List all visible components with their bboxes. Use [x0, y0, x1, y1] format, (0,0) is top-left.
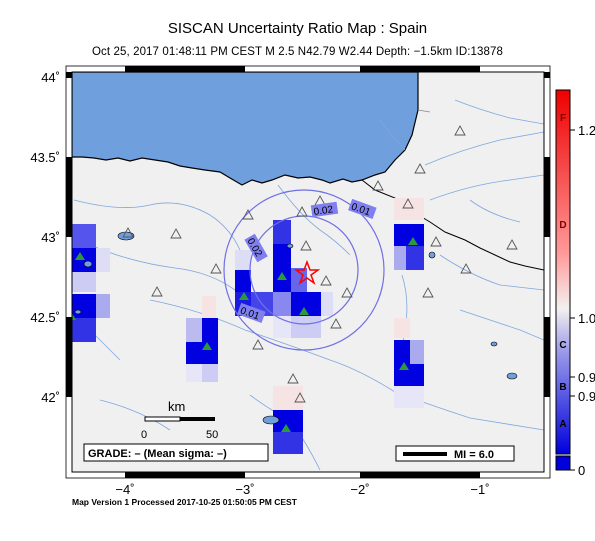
scale-start: 0	[141, 429, 147, 441]
contour-label: 0.02	[313, 204, 334, 218]
lon-label: −2˚	[350, 482, 369, 497]
colorbar-letter: D	[559, 220, 566, 231]
lat-label: 42˚	[41, 390, 60, 405]
colorbar-value: 1.2	[578, 123, 595, 138]
longitude-labels: −4˚ −3˚ −2˚ −1˚	[115, 482, 489, 497]
colorbar: F D C B A 1.2 1.0 0.9 0.9 0	[555, 89, 595, 478]
lon-label: −1˚	[470, 482, 489, 497]
colorbar-letter: C	[559, 340, 566, 351]
mi-legend	[395, 445, 515, 462]
colorbar-values: 1.2 1.0 0.9 0.9 0	[578, 123, 595, 478]
scale-end: 50	[206, 429, 218, 441]
colorbar-letter: F	[560, 113, 566, 124]
colorbar-value: 0.9	[578, 389, 595, 404]
lon-label: −4˚	[115, 482, 134, 497]
uncertainty-cells	[72, 198, 424, 454]
map-title: SISCAN Uncertainty Ratio Map : Spain	[167, 20, 428, 37]
star-icon[interactable]	[293, 259, 321, 286]
colorbar-value: 0	[578, 463, 585, 478]
frame-ticks	[66, 66, 550, 478]
map-panel[interactable]: 0.01 0.02 0.02 0.01 km 0 50 GRAD	[68, 72, 544, 472]
mi-label: MI = 6.0	[454, 449, 494, 461]
scale-bar: km 0 50	[141, 399, 218, 441]
sea-area	[72, 72, 419, 186]
colorbar-value: 1.0	[578, 311, 595, 326]
country-border	[361, 179, 544, 271]
station-triangles	[122, 125, 518, 403]
lat-label: 43.5˚	[30, 150, 60, 165]
lat-label: 44˚	[41, 70, 60, 85]
event-info: Oct 25, 2017 01:48:11 PM CEST M 2.5 N42.…	[92, 46, 503, 58]
scale-unit: km	[168, 399, 185, 414]
colorbar-value: 0.9	[578, 370, 595, 385]
grade-box	[83, 443, 269, 462]
colorbar-letter: B	[559, 382, 566, 393]
lon-label: −3˚	[235, 482, 254, 497]
lat-label: 43˚	[41, 230, 60, 245]
processed-footer: Map Version 1 Processed 2017-10-25 01:50…	[72, 497, 297, 507]
lat-label: 42.5˚	[30, 310, 60, 325]
grade-label: GRADE: – (Mean sigma: –)	[88, 448, 227, 460]
active-stations	[72, 237, 418, 432]
colorbar-letter: A	[559, 419, 566, 430]
latitude-labels: 44˚ 43.5˚ 43˚ 42.5˚ 42˚	[30, 70, 60, 405]
